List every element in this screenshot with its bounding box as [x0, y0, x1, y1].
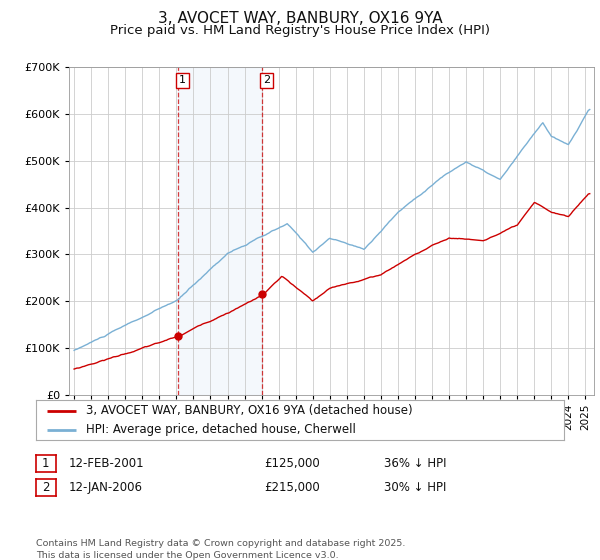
Bar: [178, 67, 262, 395]
Text: Price paid vs. HM Land Registry's House Price Index (HPI): Price paid vs. HM Land Registry's House …: [110, 24, 490, 37]
Text: 1: 1: [42, 457, 50, 470]
Text: 3, AVOCET WAY, BANBURY, OX16 9YA: 3, AVOCET WAY, BANBURY, OX16 9YA: [158, 11, 442, 26]
Text: 12-FEB-2001: 12-FEB-2001: [69, 457, 145, 470]
Text: 30% ↓ HPI: 30% ↓ HPI: [384, 480, 446, 494]
Text: 2: 2: [263, 75, 270, 85]
Text: 36% ↓ HPI: 36% ↓ HPI: [384, 457, 446, 470]
Text: £215,000: £215,000: [264, 480, 320, 494]
Text: 2: 2: [42, 480, 50, 494]
Text: 3, AVOCET WAY, BANBURY, OX16 9YA (detached house): 3, AVOCET WAY, BANBURY, OX16 9YA (detach…: [86, 404, 413, 418]
Text: HPI: Average price, detached house, Cherwell: HPI: Average price, detached house, Cher…: [86, 423, 356, 436]
Text: 1: 1: [179, 75, 186, 85]
Text: 12-JAN-2006: 12-JAN-2006: [69, 480, 143, 494]
Text: Contains HM Land Registry data © Crown copyright and database right 2025.
This d: Contains HM Land Registry data © Crown c…: [36, 539, 406, 559]
Text: £125,000: £125,000: [264, 457, 320, 470]
